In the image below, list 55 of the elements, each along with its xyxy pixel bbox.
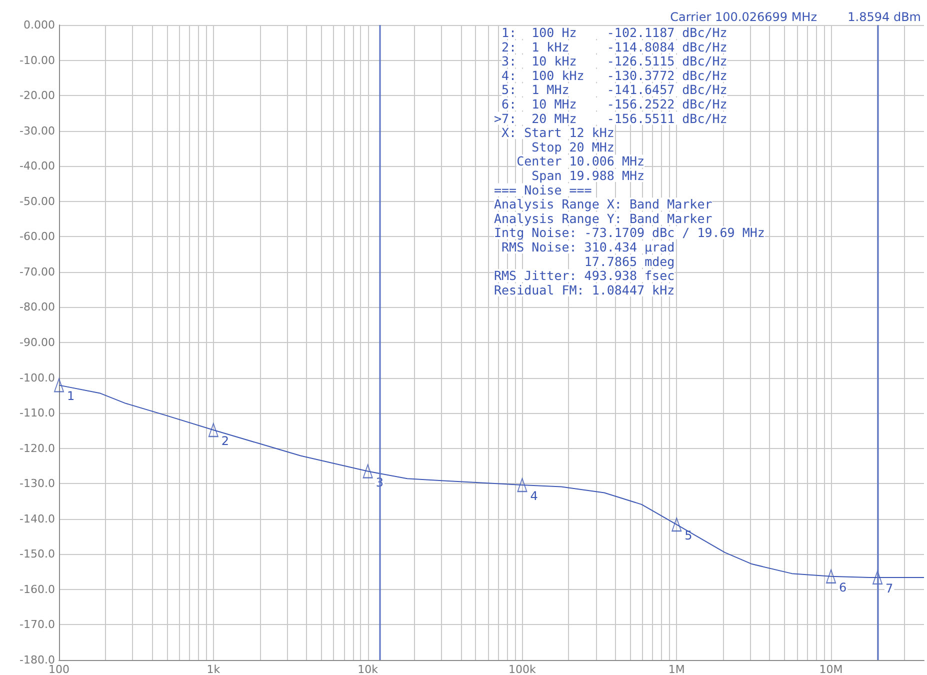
annotation: 1: 100 Hz -102.1187 dBc/Hz	[502, 25, 728, 40]
y-tick-label: -170.0	[20, 618, 55, 632]
text: Carrier 100.026699 MHz	[670, 10, 818, 24]
y-tick-label: -140.0	[20, 512, 55, 526]
annotation: 6: 10 MHz -156.2522 dBc/Hz	[502, 96, 728, 112]
y-tick-label: -30.00	[20, 124, 55, 138]
point	[362, 464, 373, 478]
y-tick-label: -130.0	[20, 477, 55, 490]
annotation: Residual FM: 1.08447 kHz	[494, 282, 675, 298]
y-tick-label: -40.00	[20, 160, 55, 173]
text: 1.8594 dBm	[848, 10, 921, 24]
annotation: Analysis Range Y: Band Marker	[494, 210, 713, 226]
point	[826, 569, 836, 584]
y-tick-label: -80.00	[20, 300, 55, 314]
annotation: 5: 1 MHz -141.6457 dBc/Hz	[502, 82, 728, 98]
annotation: RMS Jitter: 493.938 fsec	[494, 268, 675, 284]
annotation: 4: 100 kHz -130.3772 dBc/Hz	[502, 68, 728, 83]
y-tick-label: -70.00	[20, 265, 55, 278]
y-tick-label: -160.0	[20, 582, 55, 596]
y-tick-label: -100.0	[20, 371, 55, 384]
x-tick-label: 10M	[819, 663, 843, 675]
point	[672, 518, 682, 532]
annotation: Center 10.006 MHz	[516, 154, 645, 169]
annotation: RMS Noise: 310.434 µrad	[502, 240, 675, 254]
annotation: Intg Noise: -73.1709 dBc / 19.69 MHz	[494, 225, 765, 240]
annotation: Stop 20 MHz	[532, 139, 614, 154]
annotation: 17.7865 mdeg	[584, 254, 675, 269]
y-tick-label: -120.0	[20, 442, 55, 455]
annotation: X: Start 12 kHz	[502, 125, 614, 140]
annotation: 3: 10 kHz -126.5115 dBc/Hz	[502, 54, 728, 69]
annotation: 4	[530, 489, 538, 504]
y-tick-label: -90.00	[20, 336, 55, 349]
x-tick-label: 100k	[508, 663, 537, 675]
annotation: Analysis Range X: Band Marker	[494, 196, 713, 212]
point	[517, 478, 528, 492]
annotation: 2: 1 kHz -114.8084 dBc/Hz	[502, 39, 728, 54]
annotation: 2	[221, 434, 230, 448]
x-tick-label: 10k	[358, 663, 379, 675]
annotation: 1	[67, 389, 75, 404]
x-tick-label: 1k	[206, 663, 221, 675]
annotation: === Noise ===	[494, 182, 592, 198]
annotation: >7: 20 MHz -156.5511 dBc/Hz	[494, 110, 728, 126]
y-tick-label: 0.000	[24, 18, 55, 32]
annotation: 5	[684, 528, 692, 543]
annotation: 6	[839, 580, 847, 594]
x-tick-label: 1M	[668, 663, 685, 675]
y-tick-label: -150.0	[20, 548, 55, 561]
y-tick-label: -10.00	[20, 54, 55, 67]
point	[208, 422, 218, 437]
y-tick-label: -20.00	[20, 89, 55, 102]
y-tick-label: -60.00	[20, 230, 55, 244]
y-tick-label: -110.0	[20, 406, 55, 420]
y-tick-label: -50.00	[20, 194, 55, 208]
annotation: 7	[886, 581, 894, 596]
annotation: Span 19.988 MHz	[532, 168, 645, 183]
